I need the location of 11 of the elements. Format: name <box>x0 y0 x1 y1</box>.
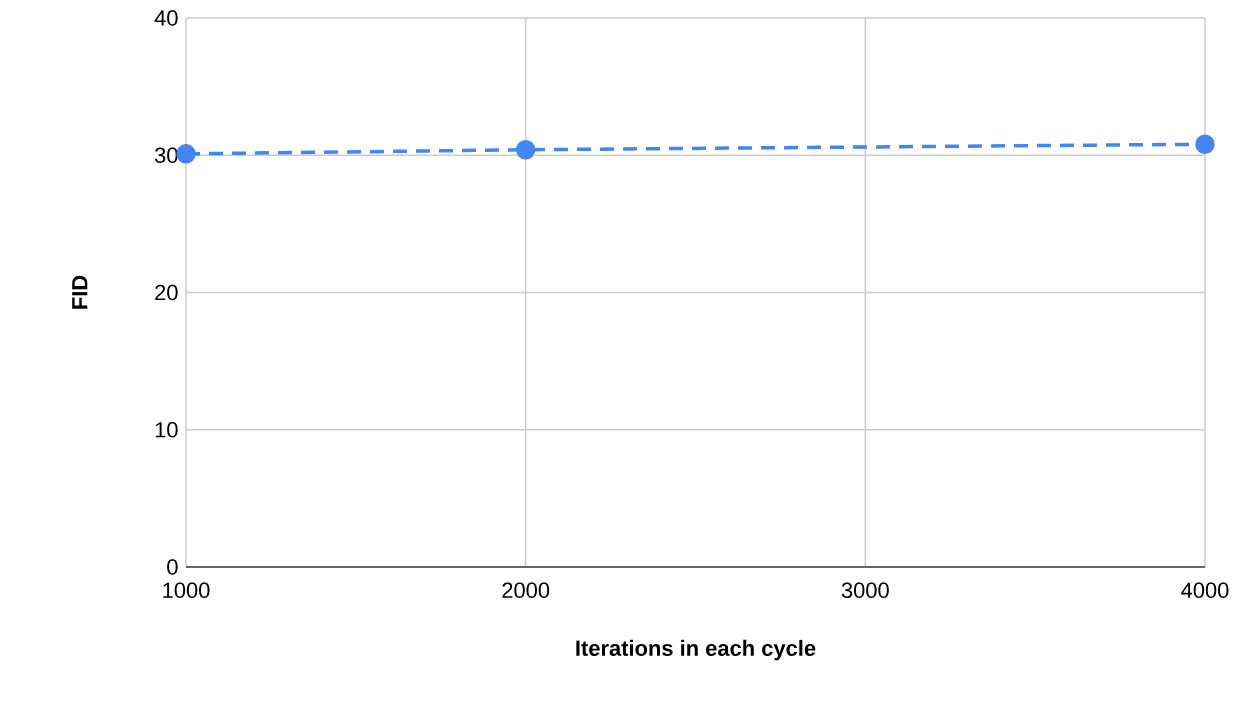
y-tick-label: 40 <box>154 10 178 26</box>
y-tick-label: 20 <box>155 284 178 301</box>
y-tick-label: 10 <box>155 421 178 438</box>
y-tick-label: 30 <box>154 147 178 163</box>
x-axis-title: Iterations in each cycle <box>576 639 816 661</box>
x-tick-label: 3000 <box>841 582 889 599</box>
y-tick-label: 0 <box>167 559 178 575</box>
x-tick-label: 1000 <box>163 582 210 599</box>
x-tick-label: 4000 <box>1181 582 1229 599</box>
x-tick-label: 2000 <box>502 582 550 599</box>
y-axis-title: FID <box>72 275 88 309</box>
